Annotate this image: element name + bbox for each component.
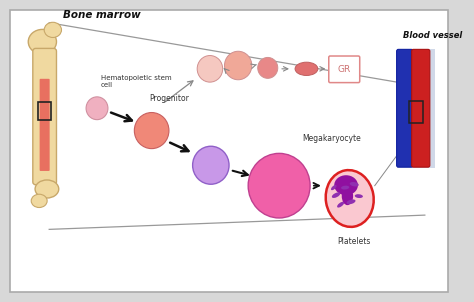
Ellipse shape [355,194,363,198]
Circle shape [192,146,229,184]
FancyBboxPatch shape [10,10,447,292]
Circle shape [86,97,108,120]
Circle shape [134,113,169,149]
Ellipse shape [331,185,337,190]
Text: Megakaryocyte: Megakaryocyte [302,133,361,143]
Text: Hematopoietic stem
cell: Hematopoietic stem cell [100,75,171,88]
Text: Progenitor: Progenitor [149,94,189,103]
Circle shape [248,153,310,218]
Bar [409,101,423,123]
FancyBboxPatch shape [329,56,360,83]
Ellipse shape [334,175,358,195]
Ellipse shape [332,192,340,198]
Circle shape [225,51,252,80]
Text: Bone marrow: Bone marrow [63,10,141,20]
Text: GR: GR [337,65,351,74]
Ellipse shape [295,62,318,76]
Circle shape [258,57,278,78]
Text: Blood vessel: Blood vessel [403,31,462,40]
FancyBboxPatch shape [40,79,50,171]
Ellipse shape [44,22,62,37]
Ellipse shape [28,29,56,54]
FancyBboxPatch shape [411,49,430,167]
Circle shape [197,56,223,82]
Ellipse shape [341,186,349,189]
Ellipse shape [346,199,356,204]
Text: Platelets: Platelets [337,236,371,246]
FancyBboxPatch shape [397,49,413,167]
Ellipse shape [326,170,374,227]
FancyBboxPatch shape [33,48,56,185]
Ellipse shape [35,180,59,198]
Ellipse shape [31,194,47,207]
Ellipse shape [337,202,344,207]
Ellipse shape [342,187,353,205]
Ellipse shape [350,182,359,187]
Bar [38,102,51,120]
Bar [397,49,435,168]
